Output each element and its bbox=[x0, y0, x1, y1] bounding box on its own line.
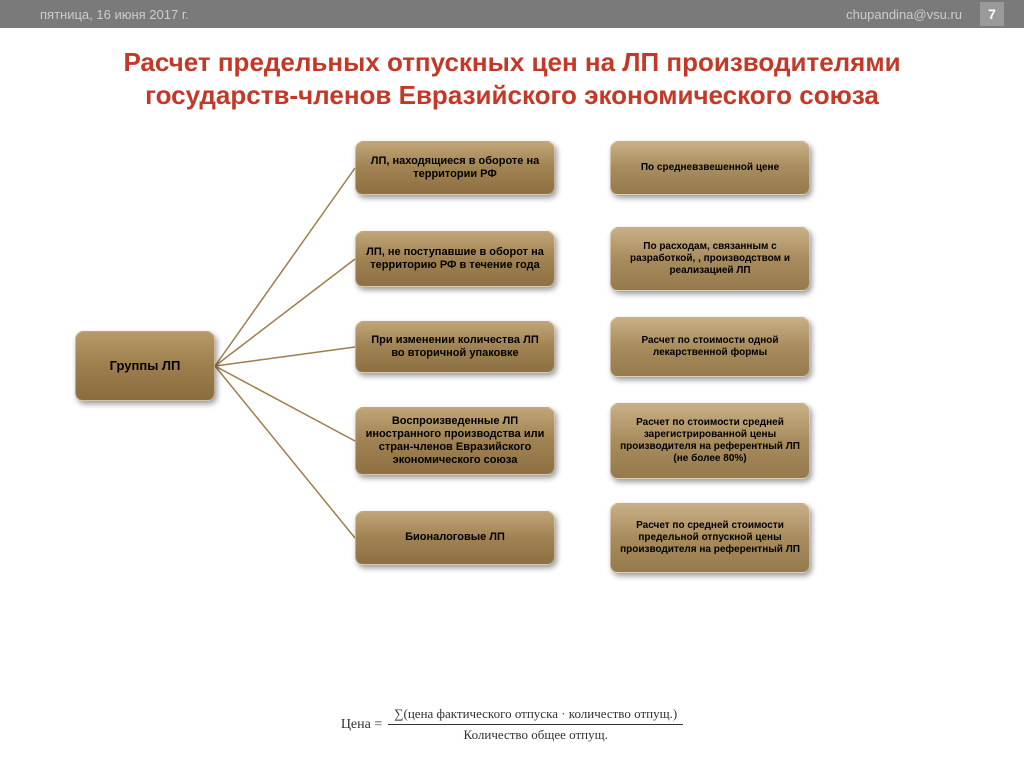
root-node: Группы ЛП bbox=[75, 331, 215, 401]
header-bar: пятница, 16 июня 2017 г. chupandina@vsu.… bbox=[0, 0, 1024, 28]
formula-container: Цена = ∑(цена фактического отпуска · кол… bbox=[0, 706, 1024, 743]
formula-denominator: Количество общее отпущ. bbox=[458, 725, 614, 743]
formula-numerator: ∑(цена фактического отпуска · количество… bbox=[388, 706, 683, 725]
mid-node-2: При изменении количества ЛП во вторичной… bbox=[355, 321, 555, 373]
mid-node-1: ЛП, не поступавшие в оборот на территори… bbox=[355, 231, 555, 287]
right-node-2: Расчет по стоимости одной лекарственной … bbox=[610, 317, 810, 377]
right-node-3: Расчет по стоимости средней зарегистриро… bbox=[610, 403, 810, 479]
slide-title: Расчет предельных отпускных цен на ЛП пр… bbox=[60, 46, 964, 111]
mid-node-0: ЛП, находящиеся в обороте на территории … bbox=[355, 141, 555, 195]
formula-fraction: ∑(цена фактического отпуска · количество… bbox=[388, 706, 683, 743]
right-node-1: По расходам, связанным с разработкой, , … bbox=[610, 227, 810, 291]
mid-node-3: Воспроизведенные ЛП иностранного произво… bbox=[355, 407, 555, 475]
header-right: chupandina@vsu.ru 7 bbox=[846, 2, 1004, 26]
header-email: chupandina@vsu.ru bbox=[846, 7, 962, 22]
header-date: пятница, 16 июня 2017 г. bbox=[40, 7, 189, 22]
diagram-canvas: Группы ЛП ЛП, находящиеся в обороте на те… bbox=[0, 121, 1024, 631]
mid-node-4: Бионалоговые ЛП bbox=[355, 511, 555, 565]
page-number: 7 bbox=[980, 2, 1004, 26]
formula-label: Цена = bbox=[341, 717, 382, 733]
price-formula: Цена = ∑(цена фактического отпуска · кол… bbox=[341, 706, 683, 743]
right-node-4: Расчет по средней стоимости предельной о… bbox=[610, 503, 810, 573]
right-node-0: По средневзвешенной цене bbox=[610, 141, 810, 195]
